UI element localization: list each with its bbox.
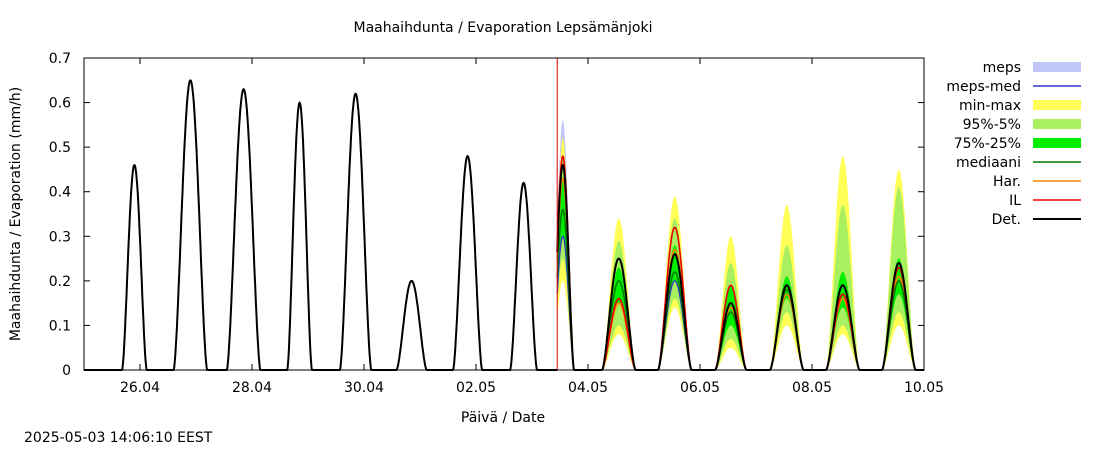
legend-label: Det. [992,212,1021,228]
legend-swatch [1033,119,1081,129]
y-tick-label: 0.6 [49,96,71,112]
legend-label: min-max [959,98,1021,114]
x-axis: 26.04 28.04 30.04 02.05 04.05 06.05 08.05 10.05 [120,58,944,396]
legend-label: 95%-5% [963,117,1021,133]
x-tick-label: 06.05 [680,380,720,396]
x-tick-label: 28.04 [232,380,272,396]
p95-p5-band [557,156,924,370]
x-tick-label: 08.05 [792,380,832,396]
x-tick-label: 10.05 [904,380,944,396]
x-tick-label: 30.04 [344,380,384,396]
y-tick-label: 0.2 [49,274,71,290]
y-axis: 0 0.1 0.2 0.3 0.4 0.5 0.6 0.7 [49,51,924,379]
legend-label: meps-med [946,79,1021,95]
legend-swatch [1033,138,1081,148]
plot-area [83,58,925,371]
timestamp: 2025-05-03 14:06:10 EEST [24,430,213,446]
y-tick-label: 0.5 [49,140,71,156]
y-tick-label: 0.4 [49,185,71,201]
legend-label: mediaani [956,155,1021,171]
y-tick-label: 0 [62,363,71,379]
chart-title: Maahaihdunta / Evaporation Lepsämänjoki [353,20,652,36]
x-tick-label: 02.05 [456,380,496,396]
legend-label: Har. [993,174,1021,190]
x-tick-label: 04.05 [568,380,608,396]
y-tick-label: 0.1 [49,318,71,334]
x-axis-label: Päivä / Date [461,410,545,426]
y-axis-label: Maahaihdunta / Evaporation (mm/h) [8,87,24,341]
legend-label: 75%-25% [954,136,1021,152]
legend-swatch [1033,62,1081,72]
y-tick-label: 0.7 [49,51,71,67]
y-tick-label: 0.3 [49,229,71,245]
legend-label: meps [983,60,1021,76]
x-tick-label: 26.04 [120,380,160,396]
legend: meps meps-med min-max 95%-5% 75%-25% mediaani… [946,60,1081,228]
det-observed-line [83,79,558,371]
legend-swatch [1033,100,1081,110]
legend-label: IL [1009,193,1021,209]
plot-frame [83,57,925,371]
